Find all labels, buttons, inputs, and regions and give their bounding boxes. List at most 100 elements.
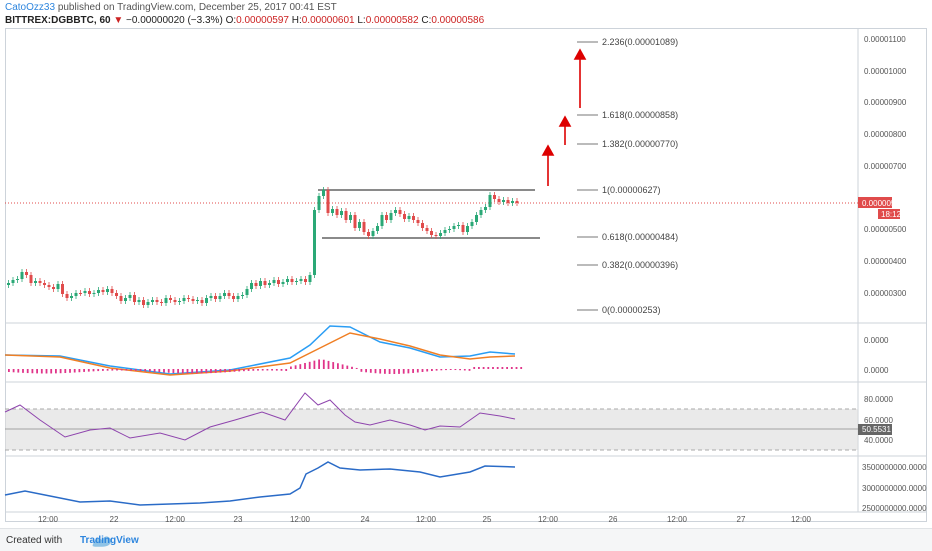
- candle-body: [187, 298, 190, 299]
- candle-body: [326, 190, 330, 213]
- macd-histogram-bar: [139, 369, 142, 372]
- footer: Created with TradingView: [0, 528, 932, 551]
- macd-histogram-bar: [332, 362, 335, 369]
- candle-body: [412, 216, 415, 220]
- time-tick-label: 24: [361, 515, 370, 524]
- candle-body: [353, 215, 357, 228]
- candle-body: [313, 210, 316, 275]
- macd-histogram-bar: [134, 369, 137, 371]
- projection-arrows[interactable]: [541, 48, 587, 186]
- candle-body: [38, 281, 42, 283]
- time-tick-label: 12:00: [791, 515, 812, 524]
- candle-body: [47, 285, 51, 287]
- author-link[interactable]: CatoOzz33: [5, 2, 56, 13]
- macd-histogram-bar: [435, 369, 438, 371]
- candlesticks: [7, 187, 519, 308]
- candle-body: [7, 283, 10, 285]
- price-tick-label: 0.00000300: [864, 289, 907, 298]
- chart-frame[interactable]: [5, 28, 927, 522]
- low-value: 0.00000582: [365, 15, 419, 26]
- price-axis[interactable]: 0.00001100 0.00001000 0.00000900 0.00000800…: [864, 35, 907, 298]
- candle-body: [191, 299, 195, 301]
- macd-histogram-bar: [454, 369, 457, 371]
- candle-body: [241, 295, 244, 296]
- candle-body: [439, 233, 442, 236]
- candle-body: [124, 298, 127, 301]
- macd-histogram-bar: [167, 369, 170, 373]
- macd-histogram-bar: [238, 369, 241, 372]
- time-tick-label: 25: [483, 515, 492, 524]
- candle-body: [416, 220, 420, 223]
- candle-body: [263, 281, 267, 285]
- candle-body: [331, 209, 334, 213]
- macd-histogram-bar: [31, 369, 34, 374]
- macd-histogram-bar: [482, 367, 485, 369]
- candle-body: [83, 291, 87, 293]
- rsi-value-tag: [858, 424, 892, 435]
- tradingview-logo-icon: [92, 536, 112, 547]
- candle-body: [200, 300, 204, 303]
- macd-histogram-bar: [384, 369, 386, 374]
- macd-histogram-bar: [59, 369, 62, 374]
- symbol-name[interactable]: BITTREX:DGBBTC, 60: [5, 15, 111, 26]
- candle-body: [88, 291, 91, 294]
- candle-body: [268, 283, 271, 285]
- macd-histogram-bar: [36, 369, 38, 374]
- macd-histogram-bar: [360, 369, 363, 372]
- candle-body: [70, 296, 73, 298]
- macd-histogram-bar: [426, 369, 429, 372]
- volume-line: [4, 461, 516, 506]
- price-tick-label: 0.00001100: [864, 35, 906, 44]
- fib-levels[interactable]: 2.236(0.00001089) 1.618(0.00000858) 1.382(…: [577, 37, 678, 315]
- change-arrow-icon: ▼: [113, 15, 124, 26]
- symbol-legend: BITTREX:DGBBTC, 60 ▼ −0.00000020 (−3.3%)…: [5, 15, 484, 26]
- arrow-up-icon[interactable]: [573, 48, 587, 108]
- candle-body: [11, 280, 15, 283]
- candle-body: [488, 195, 492, 207]
- arrow-up-icon[interactable]: [558, 115, 572, 145]
- candle-body: [142, 300, 145, 305]
- candle-body: [196, 300, 199, 301]
- candle-body: [398, 210, 402, 214]
- macd-histogram-bar: [421, 369, 424, 372]
- macd-histogram-bar: [463, 369, 466, 371]
- macd-histogram-bar: [130, 369, 132, 371]
- macd-histogram-bar: [224, 369, 226, 373]
- tradingview-brand[interactable]: TradingView: [80, 535, 139, 546]
- countdown-label: 18:12: [881, 210, 902, 219]
- candle-body: [110, 289, 114, 293]
- macd-histogram-bar: [285, 369, 288, 371]
- candle-body: [223, 293, 226, 296]
- candle-body: [178, 301, 181, 302]
- candle-body: [97, 290, 100, 293]
- fib-level-label: 2.236(0.00001089): [602, 37, 678, 47]
- time-tick-label: 26: [609, 515, 618, 524]
- time-tick-label: 12:00: [38, 515, 59, 524]
- fib-level-label: 1.382(0.00000770): [602, 139, 678, 149]
- macd-histogram-bar: [8, 369, 10, 372]
- candle-body: [151, 300, 154, 302]
- candle-body: [506, 200, 510, 203]
- volume-axis-label: 2500000000.0000: [862, 504, 927, 513]
- macd-histogram-bar: [214, 369, 217, 373]
- macd-histogram-bar: [210, 369, 212, 374]
- candle-body: [385, 215, 388, 220]
- candle-body: [52, 287, 55, 289]
- macd-histogram-bar: [299, 364, 302, 369]
- candle-body: [434, 235, 438, 236]
- candle-body: [308, 275, 312, 282]
- macd-histogram-bar: [280, 369, 283, 371]
- price-tick-label: 0.00000900: [864, 98, 907, 107]
- arrow-up-icon[interactable]: [541, 144, 555, 186]
- candle-body: [475, 215, 478, 222]
- candle-body: [232, 296, 235, 299]
- candle-body: [169, 298, 172, 300]
- macd-histogram-bar: [355, 367, 358, 369]
- macd-histogram-bar: [510, 367, 513, 369]
- macd-pane: [4, 325, 523, 376]
- macd-histogram-bar: [83, 369, 85, 372]
- chart-canvas[interactable]: 2.236(0.00001089) 1.618(0.00000858) 1.382(…: [0, 0, 932, 528]
- time-axis[interactable]: 12:00 22 12:00 23 12:00 24 12:00 25 12:00 26 12:00…: [38, 515, 812, 524]
- macd-histogram-bar: [308, 361, 311, 369]
- candle-body: [25, 272, 28, 275]
